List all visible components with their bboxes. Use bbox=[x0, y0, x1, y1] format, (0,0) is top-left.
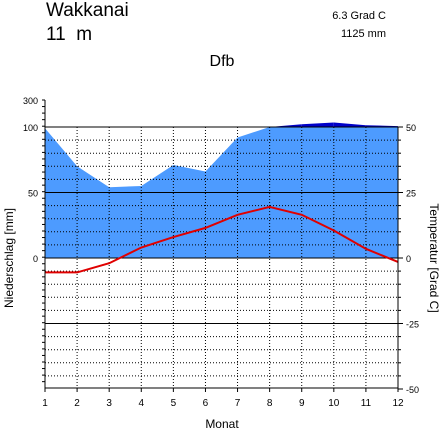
precipitation-excess-segment bbox=[333, 122, 366, 127]
right-tick-label: -50 bbox=[406, 385, 419, 395]
left-tick-label: 300 bbox=[23, 96, 38, 106]
x-axis-label: Monat bbox=[205, 417, 239, 430]
left-tick-label: 50 bbox=[28, 189, 38, 199]
x-tick-label: 9 bbox=[299, 398, 305, 409]
right-tick-label: 0 bbox=[406, 254, 411, 264]
x-tick-label: 8 bbox=[267, 398, 273, 409]
precipitation-excess-segment bbox=[269, 124, 302, 127]
station-name: Wakkanai bbox=[46, 0, 129, 21]
precipitation-excess-segment bbox=[301, 122, 334, 127]
x-tick-label: 11 bbox=[361, 398, 372, 409]
temperature-line bbox=[45, 205, 399, 274]
x-tick-label: 6 bbox=[203, 398, 209, 409]
left-tick-label: 0 bbox=[33, 254, 38, 264]
temperature-line-layer bbox=[45, 205, 399, 274]
x-tick-label: 12 bbox=[392, 398, 404, 409]
x-tick-label: 10 bbox=[328, 398, 340, 409]
axis-layer bbox=[42, 99, 403, 392]
right-tick-label: 25 bbox=[406, 189, 416, 199]
mean-temperature: 6.3 Grad C bbox=[332, 10, 386, 22]
x-tick-label: 4 bbox=[138, 398, 144, 409]
x-tick-label: 3 bbox=[106, 398, 112, 409]
right-tick-label: 50 bbox=[406, 123, 416, 133]
x-tick-label: 7 bbox=[235, 398, 241, 409]
left-tick-label: 100 bbox=[23, 123, 38, 133]
right-tick-label: -25 bbox=[406, 320, 419, 330]
annual-precipitation: 1125 mm bbox=[341, 28, 386, 40]
x-tick-label: 2 bbox=[74, 398, 80, 409]
chart-title: Dfb bbox=[210, 53, 235, 70]
station-elevation: 11 m bbox=[46, 24, 92, 45]
y-axis-label-left: Niederschlag [mm] bbox=[2, 208, 16, 308]
grid-layer bbox=[45, 127, 398, 388]
x-tick-label: 1 bbox=[42, 398, 48, 409]
y-axis-label-right: Temperatur [Grad C] bbox=[427, 203, 439, 312]
x-tick-label: 5 bbox=[171, 398, 177, 409]
